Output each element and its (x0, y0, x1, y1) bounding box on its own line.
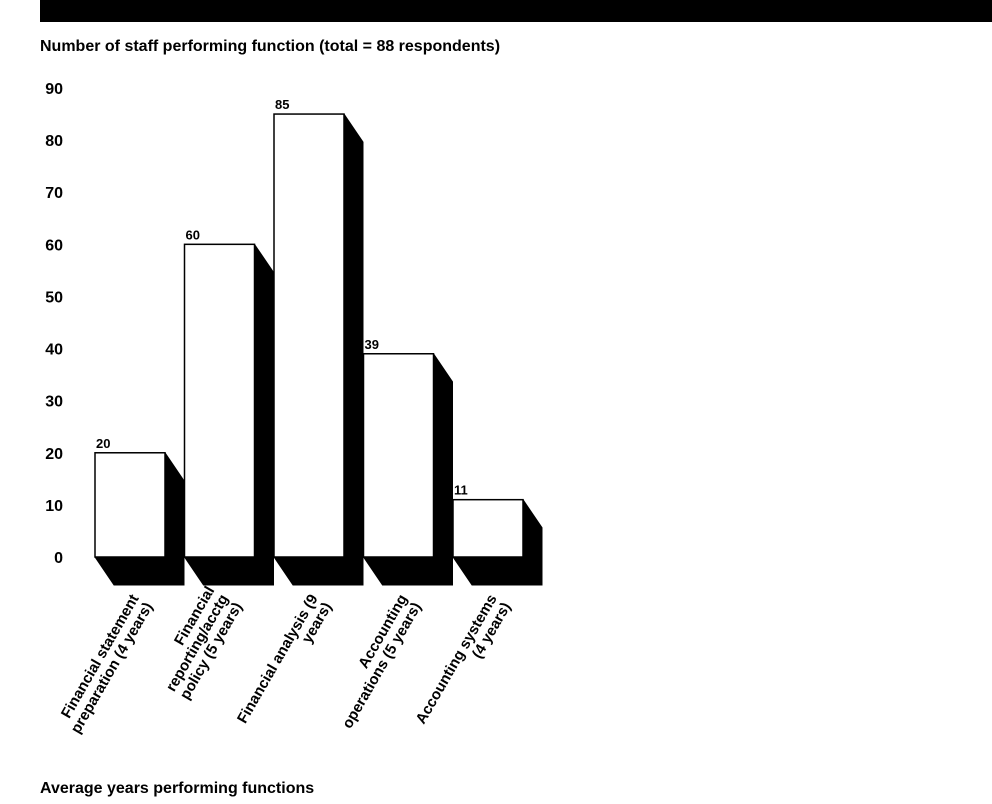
y-axis-ticks: 90 80 70 60 50 40 30 20 10 0 (45, 81, 63, 567)
category-label-line: Financial analysis (9 (234, 592, 322, 727)
bar (273, 113, 345, 558)
bar-value-label: 20 (96, 436, 110, 451)
bar-value-label: 11 (454, 483, 468, 498)
category-label-line: Accounting systems (413, 592, 501, 728)
bar (452, 498, 524, 558)
bar-value-label: 60 (186, 227, 200, 242)
category-label: Accounting systems(4 years) (413, 592, 515, 728)
y-tick-label: 80 (45, 133, 63, 150)
y-tick-label: 40 (45, 342, 63, 359)
y-tick-label: 10 (45, 498, 63, 515)
bar-value-label: 85 (275, 97, 289, 112)
value-labels: 20 60 85 39 11 (96, 97, 468, 498)
y-tick-label: 30 (45, 394, 63, 411)
y-tick-label: 50 (45, 289, 63, 306)
y-tick-label: 90 (45, 81, 63, 98)
bar (183, 243, 256, 558)
bar (94, 452, 166, 558)
y-tick-label: 0 (54, 550, 63, 567)
bar (362, 353, 435, 558)
y-tick-label: 70 (45, 185, 63, 202)
header-bar (40, 0, 992, 22)
bars (94, 113, 543, 586)
bar-value-label: 39 (365, 337, 379, 352)
y-tick-label: 20 (45, 446, 63, 463)
y-tick-label: 60 (45, 237, 63, 254)
x-axis-title: Average years performing functions (40, 780, 315, 797)
chart-title: Number of staff performing function (tot… (40, 38, 501, 55)
